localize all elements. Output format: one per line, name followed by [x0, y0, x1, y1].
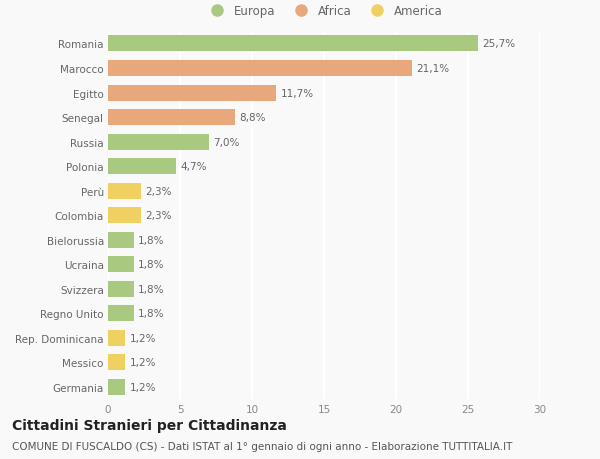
Bar [108, 110, 235, 126]
Bar [108, 379, 125, 395]
Text: 1,8%: 1,8% [138, 284, 165, 294]
Text: 1,8%: 1,8% [138, 260, 165, 270]
Text: 2,3%: 2,3% [145, 186, 172, 196]
Bar [108, 36, 478, 52]
Text: 1,8%: 1,8% [138, 235, 165, 245]
Text: Cittadini Stranieri per Cittadinanza: Cittadini Stranieri per Cittadinanza [12, 418, 287, 431]
Text: 1,2%: 1,2% [130, 333, 156, 343]
Bar [108, 355, 125, 370]
Bar [108, 134, 209, 150]
Bar [108, 183, 141, 199]
Text: 1,8%: 1,8% [138, 308, 165, 319]
Text: 4,7%: 4,7% [180, 162, 206, 172]
Bar [108, 330, 125, 346]
Text: 1,2%: 1,2% [130, 382, 156, 392]
Text: 8,8%: 8,8% [239, 113, 266, 123]
Bar [108, 208, 141, 224]
Bar [108, 281, 134, 297]
Text: 11,7%: 11,7% [281, 88, 314, 98]
Text: 7,0%: 7,0% [213, 137, 239, 147]
Text: 1,2%: 1,2% [130, 358, 156, 368]
Bar [108, 159, 176, 175]
Text: 2,3%: 2,3% [145, 211, 172, 221]
Text: 21,1%: 21,1% [416, 64, 449, 74]
Text: 25,7%: 25,7% [482, 39, 515, 50]
Legend: Europa, Africa, America: Europa, Africa, America [200, 0, 448, 22]
Bar [108, 61, 412, 77]
Bar [108, 85, 277, 101]
Bar [108, 232, 134, 248]
Bar [108, 257, 134, 273]
Bar [108, 306, 134, 322]
Text: COMUNE DI FUSCALDO (CS) - Dati ISTAT al 1° gennaio di ogni anno - Elaborazione T: COMUNE DI FUSCALDO (CS) - Dati ISTAT al … [12, 441, 512, 451]
